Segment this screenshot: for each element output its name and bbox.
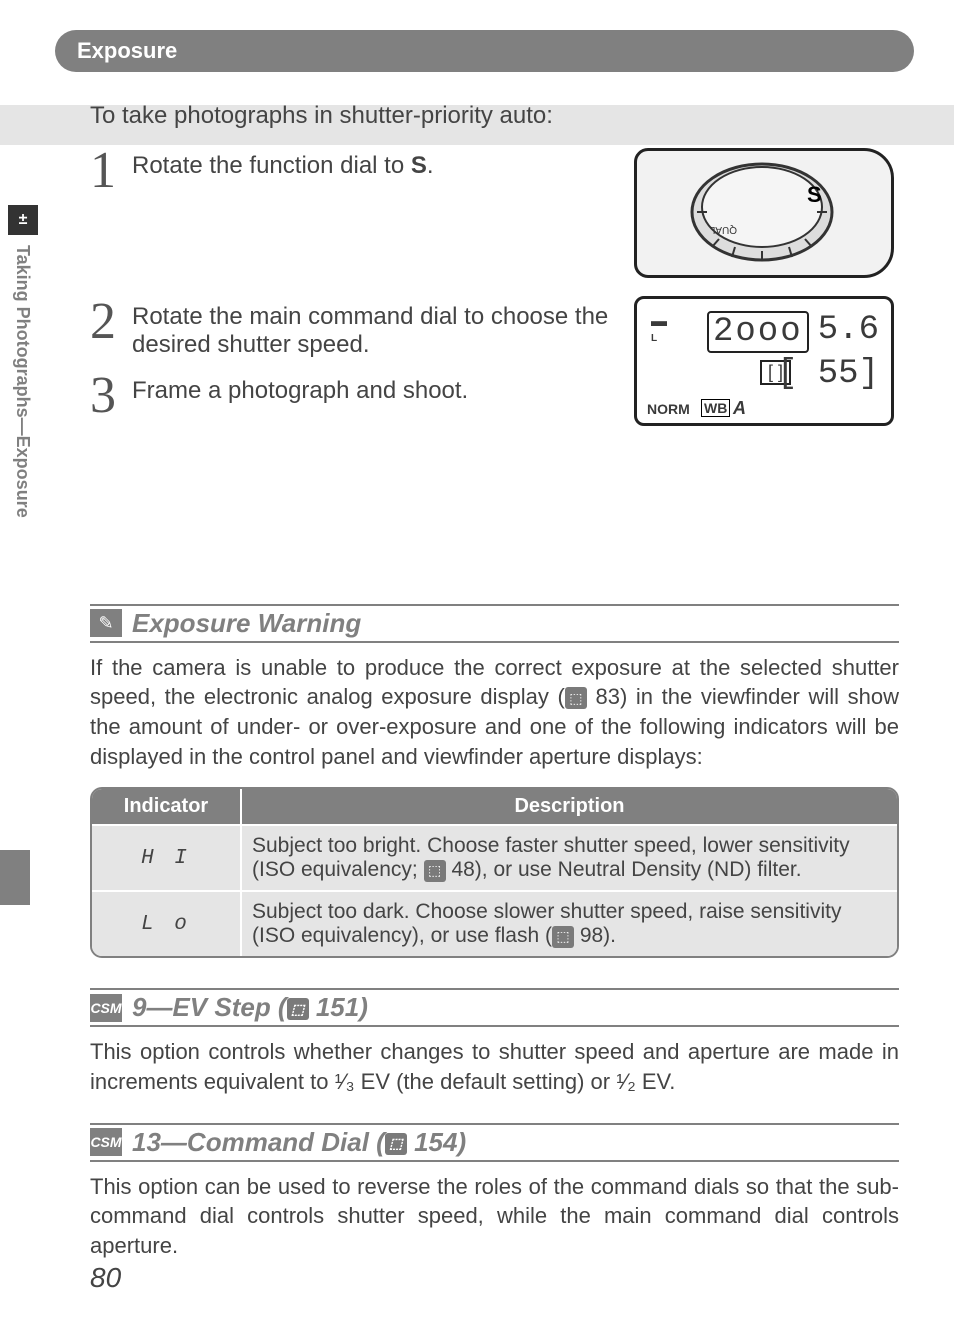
page-ref-icon: ⬚ (552, 926, 574, 948)
step-number: 2 (90, 299, 124, 346)
page-number: 80 (90, 1262, 121, 1294)
page-ref-icon: ⬚ (424, 860, 446, 882)
step-text: Rotate the main command dial to choose t… (132, 299, 614, 359)
lcd-aperture: 5.6 (818, 311, 879, 349)
thumb-tab (0, 850, 30, 905)
indicator-symbol: H I (92, 824, 242, 890)
indicator-symbol: L o (92, 890, 242, 956)
indicator-desc: Subject too dark. Choose slower shutter … (242, 890, 897, 956)
step-bold: S (411, 152, 427, 179)
lcd-shutter: 2ooo (707, 311, 809, 353)
command-dial-heading: CSM 13—Command Dial (⬚ 154) (90, 1123, 899, 1162)
section-title: Exposure Warning (132, 608, 361, 639)
step-text-part: Rotate the function dial to (132, 152, 411, 179)
camera-dial-illustration: S QUAL (634, 148, 894, 278)
text-part: 13—Command Dial ( (132, 1127, 385, 1157)
indicator-table: Indicator Description H I Subject too br… (90, 787, 899, 958)
step-2: 2 Rotate the main command dial to choose… (90, 299, 614, 359)
warning-body: If the camera is unable to produce the c… (90, 653, 899, 772)
step-3: 3 Frame a photograph and shoot. (90, 373, 614, 420)
pencil-icon: ✎ (90, 609, 122, 637)
step-text-part: . (427, 152, 434, 179)
exposure-comp-icon: ± (8, 205, 38, 235)
page-ref-icon: ⬚ (565, 687, 587, 709)
table-row: H I Subject too bright. Choose faster sh… (92, 824, 897, 890)
camera-lcd-illustration: ▬ L 2ooo 5.6 [ ] [ 55] NORM WB A (634, 296, 894, 426)
page-ref: 151 (316, 992, 359, 1022)
svg-text:S: S (807, 182, 822, 207)
side-tab-text: Taking Photographs—Exposure (12, 245, 33, 518)
text-part: 9—EV Step ( (132, 992, 287, 1022)
text-part: Subject too dark. Choose slower shutter … (252, 900, 841, 947)
lcd-norm: NORM (647, 401, 690, 417)
page-ref: 48 (451, 858, 474, 881)
section-title: 9—EV Step (⬚ 151) (132, 992, 368, 1023)
col-description: Description (242, 789, 897, 824)
lcd-frames: [ 55] (777, 355, 879, 393)
side-tab: ± Taking Photographs—Exposure (8, 205, 43, 518)
intro-text: To take photographs in shutter-priority … (90, 102, 899, 130)
col-indicator: Indicator (92, 789, 242, 824)
text-part: ). (603, 924, 616, 947)
step-1: 1 Rotate the function dial to S. (90, 148, 614, 195)
section-title: 13—Command Dial (⬚ 154) (132, 1127, 466, 1158)
page-ref: 154 (414, 1127, 457, 1157)
svg-text:QUAL: QUAL (709, 224, 737, 235)
page-ref-icon: ⬚ (385, 1133, 407, 1155)
step-number: 3 (90, 373, 124, 420)
indicator-desc: Subject too bright. Choose faster shutte… (242, 824, 897, 890)
cmd-body: This option can be used to reverse the r… (90, 1172, 899, 1261)
ev-body: This option controls whether changes to … (90, 1037, 899, 1096)
page-ref: 83 (595, 684, 619, 709)
step-text: Rotate the function dial to S. (132, 148, 434, 180)
table-row: L o Subject too dark. Choose slower shut… (92, 890, 897, 956)
lcd-wb-mode: A (733, 398, 746, 419)
lcd-wb-icon: WB (701, 399, 730, 417)
step-text: Frame a photograph and shoot. (132, 373, 468, 405)
ev-step-heading: CSM 9—EV Step (⬚ 151) (90, 988, 899, 1027)
text-part: ), or use Neutral Density (ND) filter. (475, 858, 802, 881)
page-ref: 98 (580, 924, 603, 947)
csm-icon: CSM (90, 1128, 122, 1156)
text-part: ) (457, 1127, 466, 1157)
section-header: Exposure (55, 30, 914, 72)
exposure-warning-heading: ✎ Exposure Warning (90, 604, 899, 643)
step-number: 1 (90, 148, 124, 195)
csm-icon: CSM (90, 994, 122, 1022)
page-ref-icon: ⬚ (287, 998, 309, 1020)
text-part: ) (359, 992, 368, 1022)
